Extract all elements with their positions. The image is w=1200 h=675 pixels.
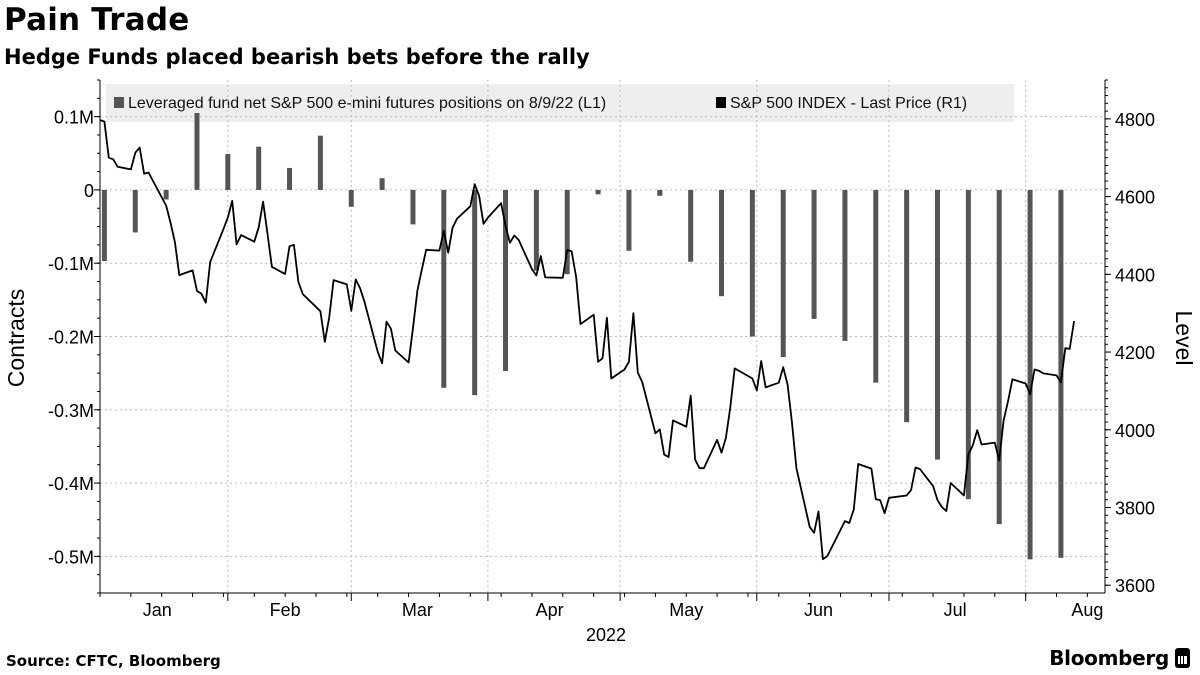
- brand-logo: Bloomberg: [1049, 646, 1190, 670]
- bar: [317, 135, 323, 190]
- left-tick-label: 0.1M: [54, 108, 94, 128]
- bar: [935, 189, 940, 460]
- chart-title: Pain Trade: [4, 2, 190, 38]
- bar: [996, 189, 1002, 525]
- right-tick-label: 4800: [1115, 110, 1155, 130]
- bar: [163, 189, 169, 200]
- bar: [904, 189, 910, 423]
- left-tick-label: -0.1M: [48, 254, 94, 274]
- bar: [811, 189, 817, 319]
- bar: [749, 189, 755, 337]
- bar: [472, 189, 478, 396]
- bar: [132, 189, 138, 233]
- bar: [595, 189, 601, 195]
- bar: [965, 189, 971, 500]
- left-tick-label: -0.3M: [48, 401, 94, 421]
- x-month-label: Apr: [536, 600, 564, 620]
- x-month-label: Jul: [944, 600, 967, 620]
- bar: [379, 178, 385, 190]
- bar: [780, 189, 786, 358]
- bar: [225, 154, 231, 190]
- bar: [719, 189, 725, 297]
- bar: [503, 189, 509, 371]
- x-month-label: May: [669, 600, 703, 620]
- right-tick-label: 4600: [1115, 188, 1155, 208]
- left-tick-label: -0.5M: [48, 547, 94, 567]
- source-note: Source: CFTC, Bloomberg: [6, 652, 221, 670]
- x-month-label: Feb: [270, 600, 301, 620]
- x-month-label: Jan: [143, 600, 172, 620]
- bar-series: [101, 112, 1064, 560]
- bar: [657, 189, 663, 196]
- chart-area: Leveraged fund net S&P 500 e-mini future…: [3, 79, 1197, 645]
- bar: [1058, 189, 1064, 558]
- legend-swatch-bars: [114, 97, 124, 108]
- bloomberg-terminal-icon: [1175, 648, 1190, 668]
- x-month-label: Aug: [1071, 600, 1103, 620]
- legend-label-line: S&P 500 INDEX - Last Price (R1): [730, 95, 967, 112]
- bar: [194, 112, 200, 190]
- bar: [101, 189, 107, 262]
- left-tick-label: 0: [84, 181, 94, 201]
- bar: [348, 189, 354, 207]
- bar: [626, 189, 632, 251]
- bar: [564, 189, 570, 275]
- x-year-label: 2022: [586, 625, 626, 645]
- bar: [287, 167, 293, 190]
- bar: [873, 189, 879, 383]
- line-series: [99, 119, 1075, 561]
- right-tick-label: 4400: [1115, 265, 1155, 285]
- right-tick-label: 3800: [1115, 499, 1155, 519]
- bar: [256, 146, 262, 190]
- bar: [688, 189, 694, 262]
- bar: [1027, 189, 1033, 560]
- bar: [533, 189, 539, 271]
- bar: [441, 189, 447, 388]
- legend-box: [106, 84, 1014, 122]
- x-month-label: Mar: [402, 600, 433, 620]
- chart-subtitle: Hedge Funds placed bearish bets before t…: [4, 45, 590, 69]
- legend-label-bars: Leveraged fund net S&P 500 e-mini future…: [128, 95, 606, 112]
- left-axis-title: Contracts: [3, 289, 29, 387]
- right-tick-label: 4000: [1115, 421, 1155, 441]
- right-tick-label: 4200: [1115, 343, 1155, 363]
- left-tick-label: -0.2M: [48, 328, 94, 348]
- right-axis-title: Level: [1171, 311, 1197, 366]
- bar: [410, 189, 416, 225]
- legend-swatch-line: [716, 97, 726, 108]
- brand-name: Bloomberg: [1049, 646, 1169, 670]
- right-tick-label: 3600: [1115, 576, 1155, 596]
- sp500-line: [99, 119, 1075, 561]
- gridlines: [100, 80, 1105, 593]
- left-tick-label: -0.4M: [48, 474, 94, 494]
- x-month-label: Jun: [804, 600, 833, 620]
- bar: [842, 189, 848, 341]
- axes: 0.1M 0 -0.1M -0.2M -0.3M -0.4M -0.5M 4800 4600 44…: [48, 79, 1155, 620]
